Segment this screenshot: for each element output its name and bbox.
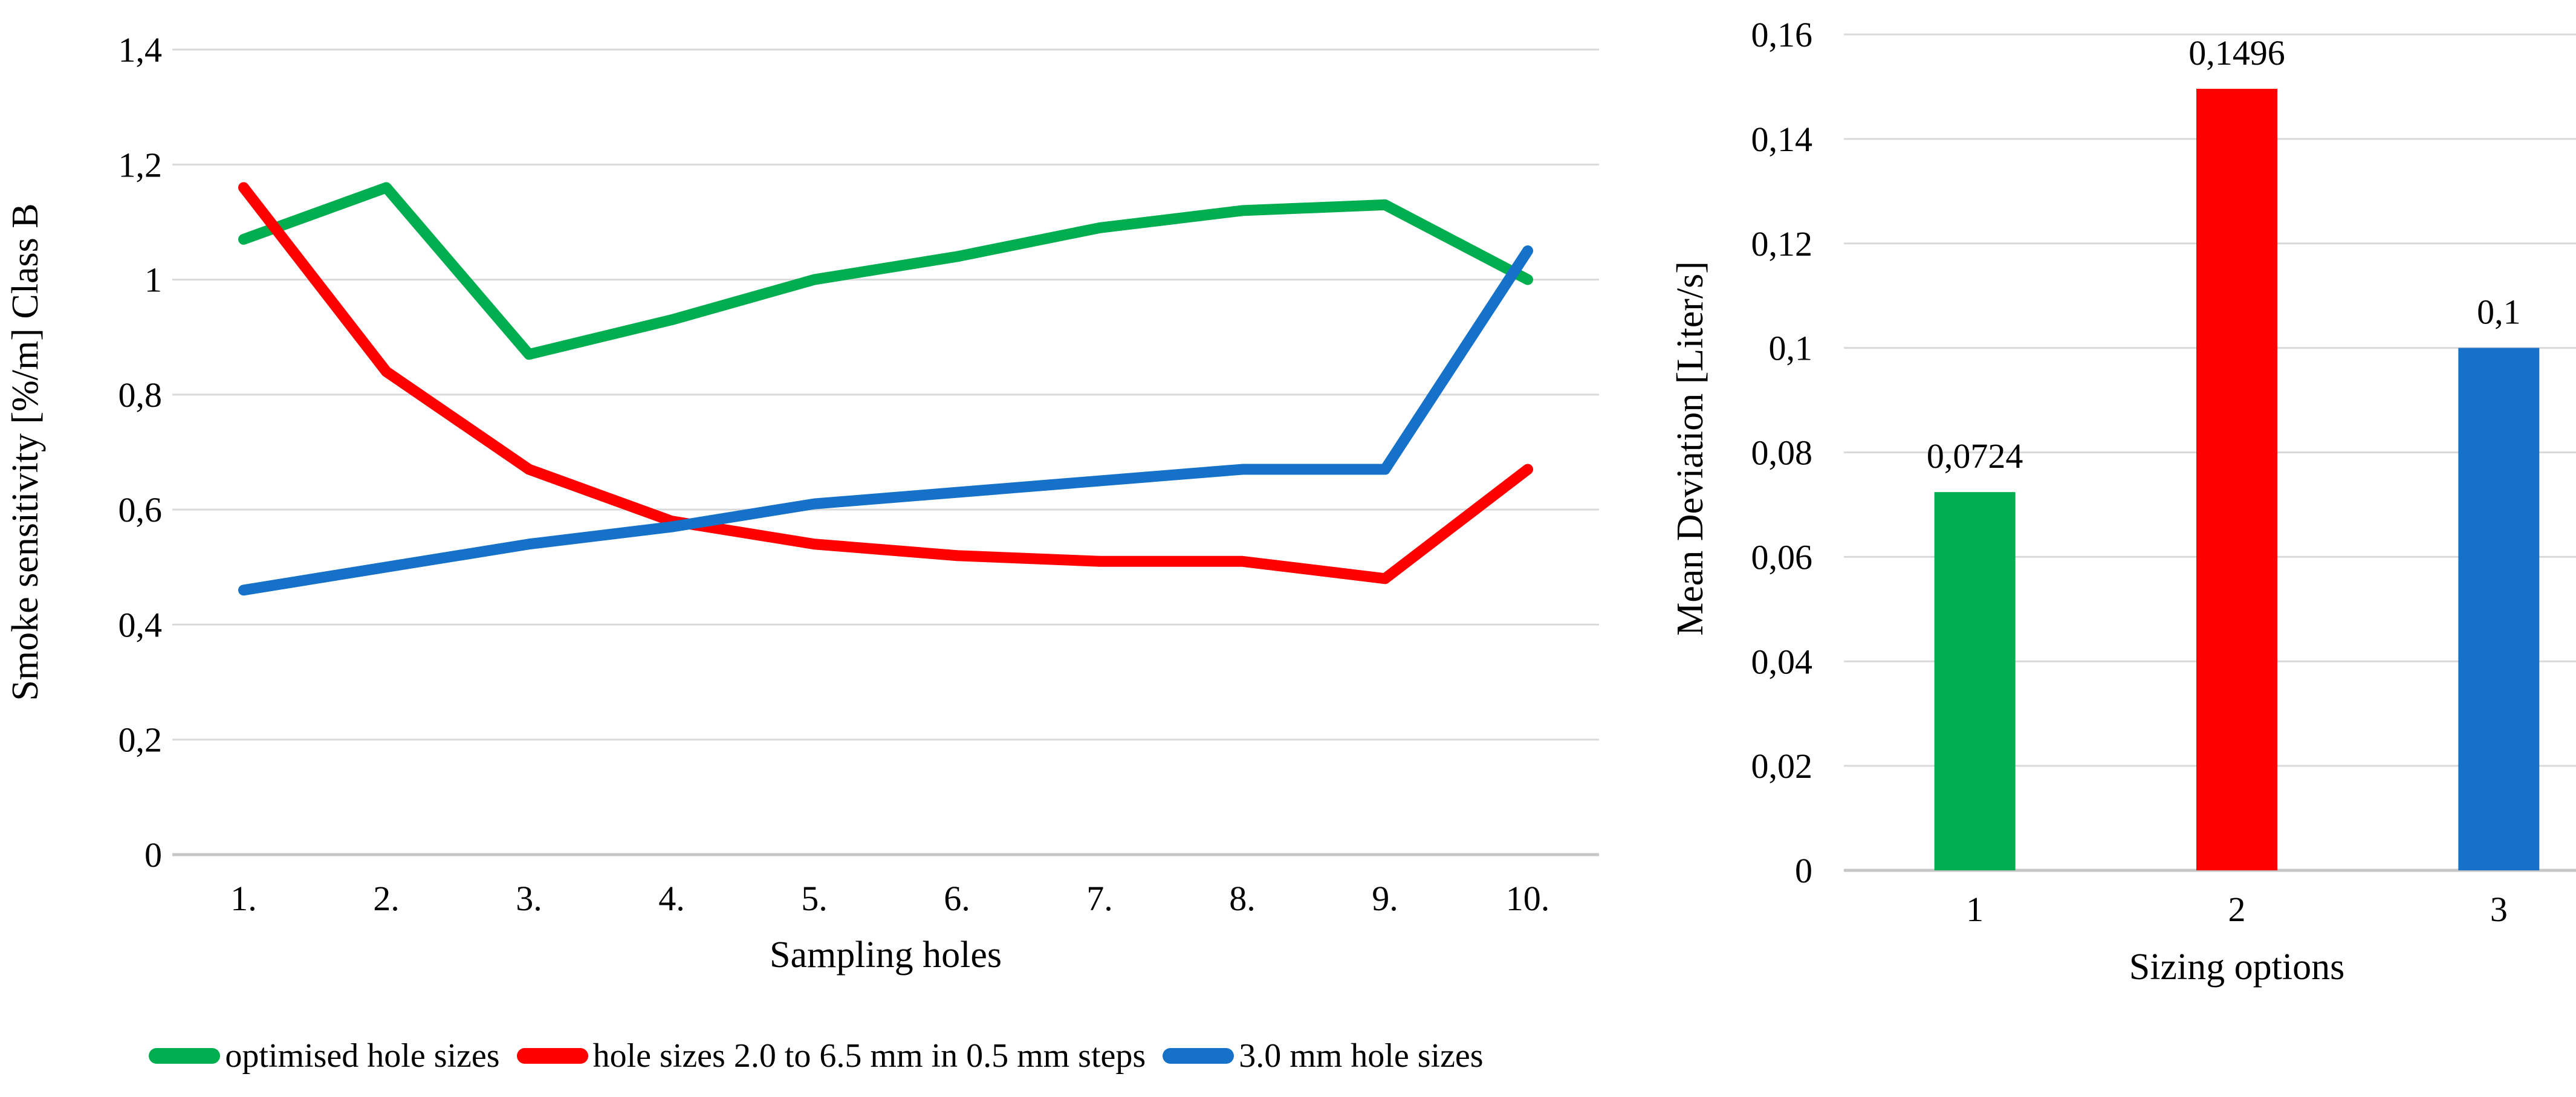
y-tick-label: 0,2 — [118, 720, 163, 760]
y-tick-label: 0,08 — [1751, 433, 1813, 473]
y-tick-label: 0 — [1795, 851, 1812, 890]
y-tick-label: 0,04 — [1751, 642, 1813, 681]
x-tick-label: 5. — [801, 879, 828, 918]
bar-value-label: 0,0724 — [1927, 436, 2023, 476]
series-line-green — [238, 182, 1533, 360]
legend-swatch-blue-icon — [1163, 1048, 1234, 1064]
y-tick-label: 0,6 — [118, 490, 163, 529]
x-tick-label: 6. — [944, 879, 970, 918]
bar-1 — [1934, 492, 2016, 870]
y-tick-label: 0,4 — [118, 605, 163, 644]
y-tick-label: 0 — [144, 835, 162, 875]
y-tick-label: 0,06 — [1751, 537, 1813, 577]
y-tick-label: 0,8 — [118, 375, 163, 415]
y-tick-label: 0,12 — [1751, 224, 1813, 264]
bar-2 — [2196, 88, 2277, 870]
legend-swatch-green-icon — [149, 1048, 221, 1064]
y-tick-label: 1 — [144, 260, 162, 300]
line-chart-svg: 0 0,2 0,4 0,6 0,8 1 1,2 1,4 1. 2. 3. 4. 5. 6. 7. 8. 9. 10… — [5, 30, 1599, 976]
x-tick-label: 2. — [373, 879, 400, 918]
bar-3 — [2458, 348, 2540, 870]
y-tick-label: 0,14 — [1751, 120, 1813, 159]
y-tick-label: 1,4 — [118, 30, 163, 70]
chart-legend: optimised hole sizes hole sizes 2.0 to 6… — [0, 1023, 1632, 1089]
x-tick-label: 3. — [516, 879, 542, 918]
x-tick-label: 4. — [658, 879, 685, 918]
x-tick-label: 3 — [2490, 890, 2508, 929]
bar-value-label: 0,1 — [2477, 293, 2521, 332]
legend-item-optimised-hole-sizes: optimised hole sizes — [149, 1037, 500, 1075]
y-tick-label: 0,1 — [1769, 329, 1813, 368]
bar-value-label: 0,1496 — [2188, 33, 2285, 73]
x-tick-label: 8. — [1229, 879, 1256, 918]
legend-label-3mm-hole-sizes: 3.0 mm hole sizes — [1239, 1037, 1484, 1075]
bar-chart-figure: 0 0,02 0,04 0,06 0,08 0,1 0,12 0,14 0,16 0,0724 1 0… — [1669, 0, 2576, 1097]
x-tick-label: 1 — [1966, 890, 1984, 929]
series-line-blue — [238, 245, 1533, 596]
y-tick-label: 0,16 — [1751, 15, 1813, 54]
legend-item-stepped-hole-sizes: hole sizes 2.0 to 6.5 mm in 0.5 mm steps — [516, 1037, 1146, 1075]
y-axis-title: Smoke sensitivity [%/m] Class B — [5, 203, 46, 701]
y-axis-title: Mean Deviation [Liter/s] — [1670, 261, 1711, 636]
bar-chart-svg: 00,020,040,060,080,10,120,140,160,072410… — [1670, 15, 2576, 988]
x-tick-label: 7. — [1086, 879, 1113, 918]
x-tick-label: 2 — [2228, 890, 2246, 929]
y-tick-label: 1,2 — [118, 145, 163, 184]
legend-item-3mm-hole-sizes: 3.0 mm hole sizes — [1163, 1037, 1484, 1075]
legend-label-optimised-hole-sizes: optimised hole sizes — [225, 1037, 500, 1075]
legend-swatch-red-icon — [516, 1048, 588, 1064]
legend-label-stepped-hole-sizes: hole sizes 2.0 to 6.5 mm in 0.5 mm steps — [592, 1037, 1146, 1075]
line-chart-figure: 0 0,2 0,4 0,6 0,8 1 1,2 1,4 1. 2. 3. 4. 5. 6. 7. 8. 9. 10… — [0, 30, 1632, 1089]
x-tick-label: 10. — [1506, 879, 1550, 918]
x-tick-label: 9. — [1372, 879, 1398, 918]
x-axis-title: Sampling holes — [770, 934, 1002, 976]
x-tick-label: 1. — [230, 879, 257, 918]
y-tick-label: 0,02 — [1751, 746, 1813, 786]
x-axis-title: Sizing options — [2129, 947, 2345, 988]
series-line-red — [238, 182, 1533, 584]
